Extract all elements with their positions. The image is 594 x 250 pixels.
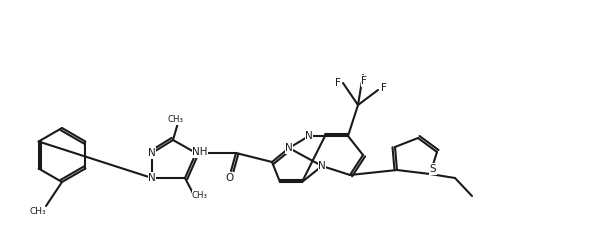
Text: NH: NH xyxy=(192,147,208,157)
Text: N: N xyxy=(305,131,313,141)
Text: CH₃: CH₃ xyxy=(30,208,46,216)
Text: CH₃: CH₃ xyxy=(168,116,184,124)
Text: F: F xyxy=(381,83,387,93)
Text: F: F xyxy=(361,76,367,86)
Text: N: N xyxy=(318,161,326,171)
Text: CH₃: CH₃ xyxy=(192,190,208,200)
Text: F: F xyxy=(335,78,341,88)
Text: O: O xyxy=(225,173,233,183)
Text: N: N xyxy=(148,173,156,183)
Text: N: N xyxy=(148,148,156,158)
Text: N: N xyxy=(285,143,293,153)
Text: S: S xyxy=(429,164,437,174)
